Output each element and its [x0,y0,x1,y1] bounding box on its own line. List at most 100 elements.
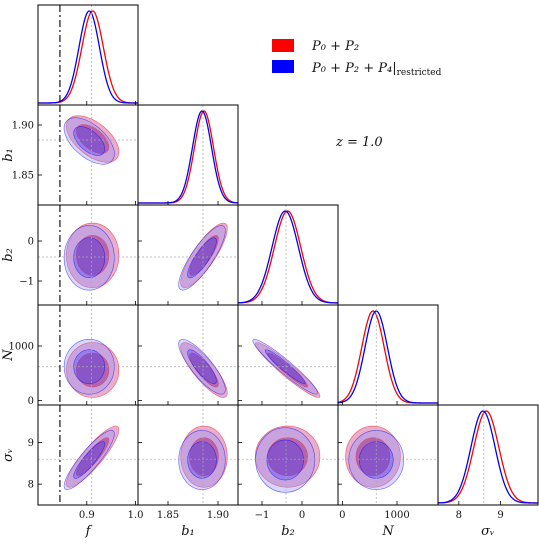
contour-outer-blue [255,427,316,493]
legend-label-blue-main: P₀ + P₂ + P₄| [311,61,397,76]
contour-outer-blue [252,339,318,395]
panel-content [38,205,138,305]
panel-content [238,305,338,405]
contour-outer-blue [63,117,115,165]
y-tick-label-N: 1000 [9,341,34,352]
y-axis-label-b1: b₁ [1,148,16,162]
marginal-curve-red [138,110,238,204]
x-axis-label-b1: b₁ [181,524,195,539]
x-tick-label-sigma_v: 9 [497,510,503,521]
panel-b2-b1 [137,204,239,306]
panel-frame [237,304,339,406]
contour-inner-blue [187,237,217,279]
legend-label-blue: P₀ + P₂ + P₄|restricted [311,61,442,78]
contour-outer-blue [63,225,115,291]
panel-sigma_v-b1: 1.85 1.90 [137,404,239,521]
x-tick-label-f: 1.0 [128,510,144,521]
panel-content [138,305,238,405]
y-tick-label-N: 0 [28,396,34,407]
contour-inner-red [267,437,308,476]
contour-inner-blue [73,126,106,156]
marginal-curve-blue [138,110,238,204]
y-tick-label-sigma_v: 9 [28,438,34,449]
panel-sigma_v-b2: −1 0 [237,404,339,521]
contour-inner-blue [73,441,106,479]
marginal-curve-red [338,310,438,404]
panel-content [238,205,338,305]
panel-b2-f: −1 0 [19,204,139,306]
panel-frame [137,204,239,306]
contour-inner-blue [73,349,106,385]
panel-content [438,405,538,505]
contour-inner-blue [266,439,304,481]
legend-label-blue-sub: restricted [397,68,442,78]
contour-outer-blue [178,225,226,291]
y-tick-label-b2: −1 [19,277,34,288]
panel-content [138,105,238,205]
panel-sigma_v-N: 0 1000 [337,404,439,521]
marginal-curve-blue [438,410,538,504]
x-axis-label-N: N [381,524,394,539]
x-tick-label-b1: 1.90 [207,510,229,521]
panel-N-N [337,304,439,406]
panel-frame [237,204,339,306]
panel-b1-b1 [137,104,239,206]
panel-b2-b2 [237,204,339,306]
panel-N-f: 0 1000 [9,304,139,407]
marginal-curve-red [438,410,538,504]
panel-content [138,205,238,305]
legend-swatch-blue [272,60,294,73]
contour-inner-blue [358,441,394,479]
y-tick-label-sigma_v: 8 [28,480,34,491]
panel-N-b2 [237,304,339,406]
contour-inner-red [189,437,219,476]
x-tick-label-sigma_v: 8 [456,510,462,521]
legend-swatch-red [272,39,294,52]
x-tick-label-b2: −1 [255,510,270,521]
contour-outer-blue [63,430,115,490]
panel-content [338,405,438,505]
panel-frame [337,304,439,406]
panel-N-b1 [137,304,239,406]
panel-content [38,305,138,405]
panel-content [138,405,238,505]
y-tick-label-b1: 1.90 [12,121,34,132]
marginal-curve-red [238,210,338,304]
contour-inner-red [189,352,219,388]
x-tick-label-b2: 0 [299,510,305,521]
x-tick-label-N: 1000 [384,510,409,521]
panel-content [38,405,138,505]
marginal-curve-red [38,10,138,104]
contour-inner-blue [264,349,306,385]
marginal-curve-blue [238,210,338,304]
x-tick-label-b1: 1.85 [157,510,179,521]
panel-frame [437,404,539,506]
y-axis-label-sigma_v: σᵥ [1,448,16,462]
contour-inner-red [76,235,110,276]
panel-sigma_v-f: 0.9 1.0 8 9 [28,404,144,521]
legend: P₀ + P₂ P₀ + P₂ + P₄|restricted [272,39,442,78]
x-axis-label-f: f [85,524,93,539]
contour-inner-blue [187,441,217,479]
x-axis-label-sigma_v: σᵥ [481,524,495,539]
marginal-curve-blue [338,310,438,404]
redshift-annotation: z = 1.0 [335,135,383,150]
contour-inner-blue [73,237,106,279]
contour-outer-blue [178,430,226,490]
panel-content [38,5,138,105]
x-axis-label-b2: b₂ [281,524,295,539]
panel-f-f [37,4,139,106]
x-tick-label-N: 0 [339,510,345,521]
panel-content [238,405,338,505]
y-axis-label-b2: b₂ [1,248,16,262]
y-axis-label-N: N [1,349,16,362]
panel-content [338,305,438,405]
y-tick-label-b2: 0 [28,237,34,248]
x-tick-label-f: 0.9 [79,510,95,521]
legend-label-red: P₀ + P₂ [311,39,359,54]
marginal-curve-blue [38,10,138,104]
panel-b1-f: 1.85 1.90 [12,104,139,206]
